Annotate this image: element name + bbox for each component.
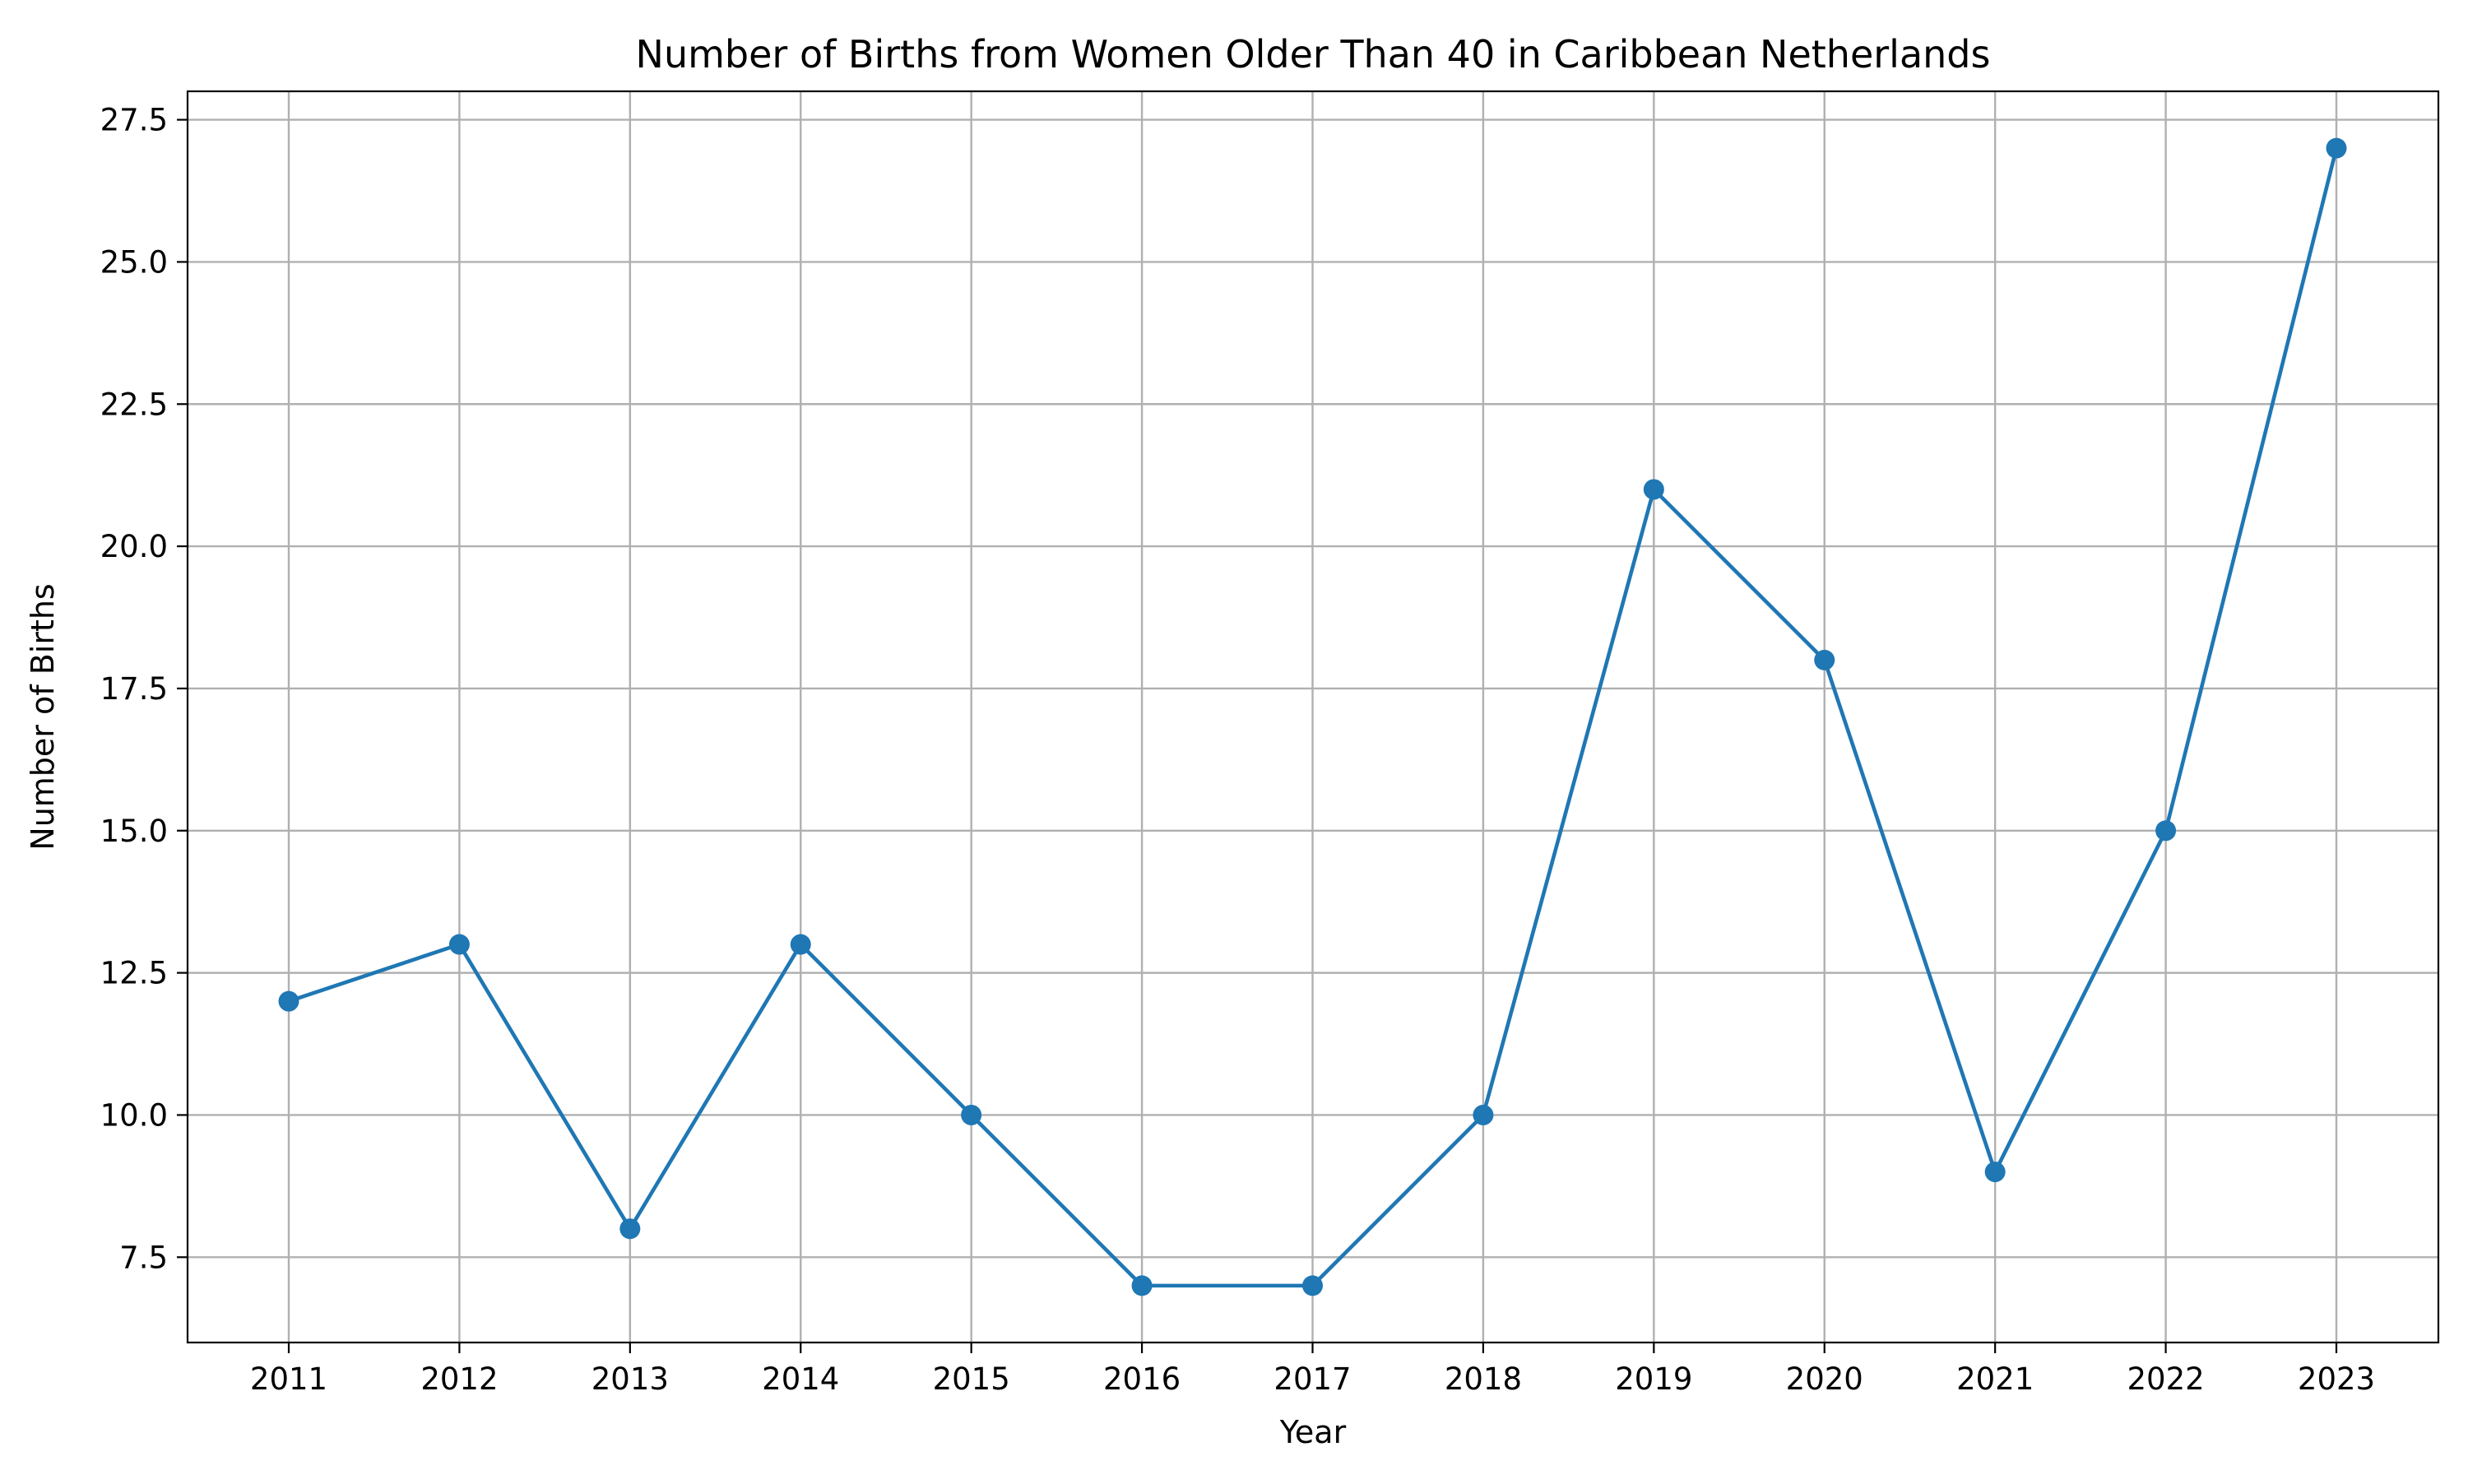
data-point-marker — [1131, 1275, 1153, 1296]
series-line-segment — [457, 942, 633, 1231]
data-point-marker — [1473, 1104, 1494, 1125]
series-line-segment — [1481, 487, 1656, 1117]
series-line-segment — [1992, 828, 2168, 1174]
x-tick-label: 2011 — [250, 1361, 327, 1397]
x-axis-ticks: 2011 2012 2013 2014 2015 2016 2017 2018 2019 2020… — [250, 1343, 2375, 1397]
x-tick-label: 2019 — [1615, 1361, 1692, 1397]
data-points — [278, 137, 2347, 1296]
data-point-marker — [278, 990, 299, 1012]
x-tick-label: 2023 — [2298, 1361, 2375, 1397]
grid-lines — [188, 91, 2438, 1343]
chart-title: Number of Births from Women Older Than 4… — [636, 32, 1991, 77]
y-tick-label: 22.5 — [100, 387, 168, 422]
data-point-marker — [2326, 137, 2347, 159]
series-line-segment — [798, 942, 973, 1117]
data-point-marker — [1643, 479, 1664, 500]
data-point-marker — [790, 934, 811, 955]
x-tick-label: 2017 — [1273, 1361, 1351, 1397]
y-tick-label: 20.0 — [100, 529, 168, 564]
series-line-segment — [628, 942, 803, 1231]
x-tick-label: 2020 — [1786, 1361, 1863, 1397]
series-line-segment — [1652, 487, 1827, 662]
series-line-segment — [1822, 658, 1997, 1174]
data-point-marker — [1984, 1162, 2006, 1183]
series-line-segment — [2164, 146, 2339, 833]
y-tick-label: 25.0 — [100, 244, 168, 280]
y-axis-ticks: 7.5 10.0 12.5 15.0 17.5 20.0 22.5 25.0 27.5 — [100, 103, 188, 1275]
y-tick-label: 17.5 — [100, 671, 168, 707]
x-tick-label: 2016 — [1103, 1361, 1181, 1397]
x-tick-label: 2015 — [933, 1361, 1010, 1397]
series-lines — [286, 146, 2339, 1288]
data-point-marker — [1302, 1275, 1323, 1296]
x-axis-label: Year — [1279, 1414, 1347, 1450]
data-point-marker — [2155, 820, 2177, 842]
y-tick-label: 15.0 — [100, 814, 168, 849]
y-tick-label: 27.5 — [100, 103, 168, 138]
y-tick-label: 7.5 — [119, 1240, 168, 1275]
y-tick-label: 12.5 — [100, 956, 168, 991]
x-tick-label: 2012 — [420, 1361, 498, 1397]
series-line-segment — [1311, 1113, 1486, 1288]
data-point-marker — [961, 1104, 982, 1125]
data-point-marker — [1814, 649, 1835, 670]
x-tick-label: 2018 — [1445, 1361, 1522, 1397]
x-tick-label: 2021 — [1956, 1361, 2034, 1397]
series-line-segment — [969, 1113, 1144, 1288]
data-point-marker — [619, 1218, 641, 1240]
y-tick-label: 10.0 — [100, 1097, 168, 1133]
x-tick-label: 2013 — [591, 1361, 669, 1397]
data-point-marker — [448, 934, 470, 955]
x-tick-label: 2014 — [762, 1361, 839, 1397]
series-line-segment — [286, 942, 462, 1004]
x-tick-label: 2022 — [2127, 1361, 2204, 1397]
y-axis-label: Number of Births — [25, 583, 61, 850]
